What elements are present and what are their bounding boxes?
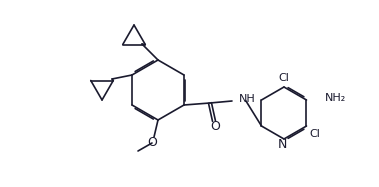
Text: Cl: Cl [309, 129, 320, 139]
Text: NH₂: NH₂ [324, 93, 346, 103]
Text: N: N [277, 137, 287, 151]
Text: O: O [210, 120, 220, 134]
Text: NH: NH [239, 94, 256, 104]
Text: O: O [147, 137, 157, 149]
Text: Cl: Cl [279, 73, 290, 83]
